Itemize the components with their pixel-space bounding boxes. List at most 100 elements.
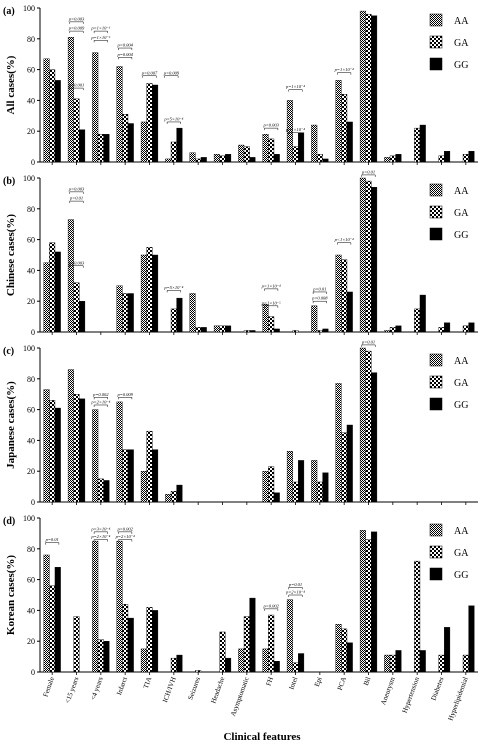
legend-label: GA (454, 548, 469, 559)
significance-label: p=0.003 (68, 186, 85, 191)
legend-swatch-ga (429, 205, 443, 219)
x-tick-label: ICH/IVH (161, 676, 178, 704)
significance-bracket (118, 57, 133, 60)
x-tick-label: Diabetes (429, 676, 445, 702)
significance-label: p=1×10⁻⁴ (334, 67, 354, 72)
bar-gg (395, 650, 402, 673)
significance-label: p=2×10⁻⁴ (90, 399, 110, 404)
legend-swatch-ga (429, 35, 443, 49)
legend-label: GA (454, 38, 469, 49)
bar-aa (116, 401, 123, 503)
x-tick-label: Epi (313, 676, 324, 688)
x-tick-label: Hypertension (401, 675, 422, 714)
legend-label: GG (454, 400, 468, 411)
legend-swatch-aa (429, 13, 443, 27)
bar-ga (73, 98, 80, 163)
bar-gg (371, 187, 378, 333)
bar-gg (225, 154, 232, 163)
bar-ga (49, 242, 56, 333)
bar-aa (359, 10, 366, 163)
significance-bracket (288, 132, 303, 135)
bar-gg (152, 254, 159, 333)
bar-gg (127, 617, 134, 673)
bar-ga (268, 614, 275, 673)
significance-bracket (264, 288, 279, 291)
bar-aa (335, 624, 342, 673)
bar-gg (176, 297, 183, 333)
significance-bracket (164, 75, 179, 78)
y-axis-label: All cases(%) (5, 55, 17, 114)
significance-bracket (264, 305, 279, 308)
bar-aa (359, 177, 366, 333)
bar-aa (384, 330, 391, 333)
significance-bracket (69, 191, 84, 194)
bar-ga (97, 639, 104, 673)
bar-gg (468, 322, 475, 333)
bar-gg (225, 657, 232, 673)
legend-label: GG (454, 230, 468, 241)
significance-label: p=0.001 (68, 83, 84, 88)
significance-bracket (361, 344, 376, 347)
bar-aa (213, 154, 220, 163)
x-tick-label: PCA (336, 676, 348, 692)
bar-aa (67, 219, 74, 333)
bar-gg (225, 325, 232, 333)
bar-aa (116, 540, 123, 673)
significance-bracket (93, 40, 108, 43)
y-tick-label: 100 (23, 344, 35, 353)
y-tick-label: 20 (27, 127, 35, 136)
bar-ga (462, 154, 469, 163)
bar-ga (365, 350, 372, 503)
bar-ga (268, 316, 275, 333)
bar-gg (54, 80, 61, 163)
bar-aa (116, 66, 123, 163)
y-tick-label: 100 (23, 514, 35, 523)
bar-ga (122, 293, 129, 333)
bar-gg (371, 372, 378, 503)
y-axis-label: Korean cases(%) (5, 555, 17, 635)
bar-ga (49, 400, 56, 503)
bar-aa (311, 460, 318, 503)
bar-gg (103, 134, 110, 163)
significance-bracket (118, 47, 133, 51)
significance-label: p<1×10⁻⁴ (334, 237, 354, 242)
legend-swatch-gg (429, 57, 443, 71)
bar-gg (298, 132, 305, 163)
bar-gg (54, 251, 61, 333)
bar-gg (395, 154, 402, 163)
bar-ga (292, 662, 299, 673)
bar-ga (146, 607, 153, 673)
bar-gg (176, 127, 183, 163)
significance-bracket (312, 291, 327, 294)
bar-gg (127, 123, 134, 163)
panel-label: (c) (3, 346, 14, 357)
legend-swatch-aa (429, 353, 443, 367)
bar-gg (371, 15, 378, 163)
bar-gg (79, 129, 86, 163)
bar-aa (140, 254, 147, 333)
bar-aa (286, 599, 293, 673)
bar-aa (311, 305, 318, 333)
significance-bracket (93, 539, 108, 542)
bar-ga (341, 259, 348, 333)
bar-aa (165, 158, 172, 163)
bar-ga (219, 631, 226, 673)
bar-aa (359, 347, 366, 503)
y-axis-label: Japanese cases(%) (5, 381, 17, 469)
bar-aa (238, 648, 245, 673)
significance-label: p=0.009 (116, 392, 133, 397)
bar-gg (273, 661, 280, 673)
bar-gg (152, 449, 159, 503)
significance-bracket (93, 404, 108, 407)
bar-gg (127, 293, 134, 333)
significance-label: p=3×10⁻⁴ (90, 526, 110, 531)
bar-ga (462, 654, 469, 673)
bar-aa (311, 124, 318, 163)
legend-swatch-aa (429, 523, 443, 537)
bar-ga (365, 180, 372, 333)
significance-label: p=2×10⁻⁴ (285, 590, 305, 595)
bar-aa (213, 325, 220, 333)
bar-ga (195, 670, 202, 673)
bar-aa (189, 152, 196, 163)
